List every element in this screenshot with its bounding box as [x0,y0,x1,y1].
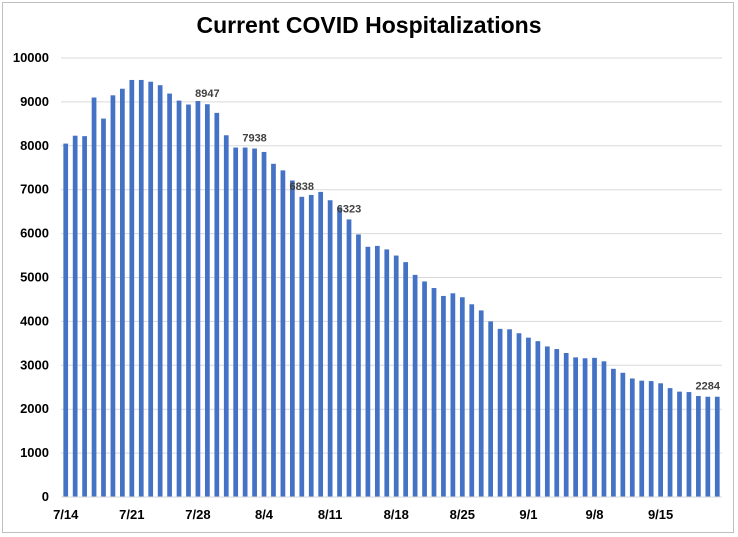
bar [507,329,512,497]
data-label: 6838 [290,181,314,193]
bar [459,297,465,497]
bar [346,219,352,498]
bar [63,143,69,498]
bar [714,396,720,497]
bar [318,191,324,497]
x-tick-label: 9/1 [519,507,537,522]
bar [450,293,456,497]
bar [393,255,399,497]
bar [497,328,503,497]
data-label: 2284 [696,381,721,393]
bar [233,147,239,497]
bar [176,100,182,497]
x-tick-label: 8/4 [255,507,274,522]
y-tick-label: 9000 [20,94,49,109]
bar [337,207,342,497]
y-tick-label: 3000 [20,357,49,372]
bar [488,321,494,497]
bar [271,163,276,497]
chart-title: Current COVID Hospitalizations [196,12,542,38]
bar [110,95,116,497]
bar [677,391,682,497]
bar [120,88,125,497]
bar [554,349,560,497]
bar [544,346,550,497]
bar [469,304,475,497]
bar [138,79,144,497]
bar [365,246,371,497]
bar [620,372,626,497]
bar [478,310,484,497]
bar [441,295,446,497]
bar [422,281,427,497]
bar [148,81,154,498]
bar [639,380,645,497]
bar [261,151,267,498]
bar [582,358,588,497]
bar [705,396,711,497]
bar [667,388,673,497]
bar [573,357,578,497]
bar [516,333,522,497]
bar [327,200,333,497]
bar [252,148,257,498]
bar [101,118,106,497]
x-tick-label: 7/21 [119,507,144,522]
x-tick-label: 9/8 [585,507,603,522]
bar [648,381,654,497]
bar [82,136,87,497]
bar [72,135,78,497]
bar [308,194,314,497]
bar [186,104,191,497]
x-tick-label: 7/14 [53,507,79,522]
bar [214,112,220,497]
bar [299,196,305,497]
bar [658,383,663,497]
y-tick-label: 10000 [13,50,49,65]
x-tick-label: 7/28 [185,507,210,522]
bar [205,104,210,498]
x-tick-label: 8/18 [384,507,409,522]
bar [412,274,418,497]
bar [223,135,229,497]
y-tick-label: 1000 [20,445,49,460]
data-label: 6323 [337,203,361,215]
bar [195,101,201,497]
bar [526,337,531,497]
bar [592,357,597,497]
bar [91,97,97,497]
y-tick-label: 8000 [20,138,49,153]
bar [535,341,541,497]
bar [403,262,409,497]
bar [686,392,692,497]
bar [611,368,616,497]
y-tick-label: 6000 [20,226,49,241]
y-tick-label: 0 [42,489,49,504]
bar [129,79,135,497]
x-tick-label: 8/11 [318,507,343,522]
bar [157,85,163,497]
x-tick-label: 9/15 [648,507,673,522]
data-label: 8947 [195,88,219,100]
bar [356,234,361,497]
y-tick-label: 4000 [20,313,49,328]
bar [563,353,569,497]
bar [167,93,172,498]
bar [629,378,635,497]
x-tick-label: 8/25 [450,507,475,522]
bar [374,245,380,497]
bar [601,361,607,497]
y-tick-label: 2000 [20,401,49,416]
bar [431,288,437,497]
y-tick-label: 5000 [20,270,49,285]
bar [384,249,390,497]
bar [696,396,701,497]
bar [289,180,295,497]
data-label: 7938 [242,133,266,145]
bar [280,170,286,497]
y-tick-label: 7000 [20,182,49,197]
bar [242,147,248,497]
